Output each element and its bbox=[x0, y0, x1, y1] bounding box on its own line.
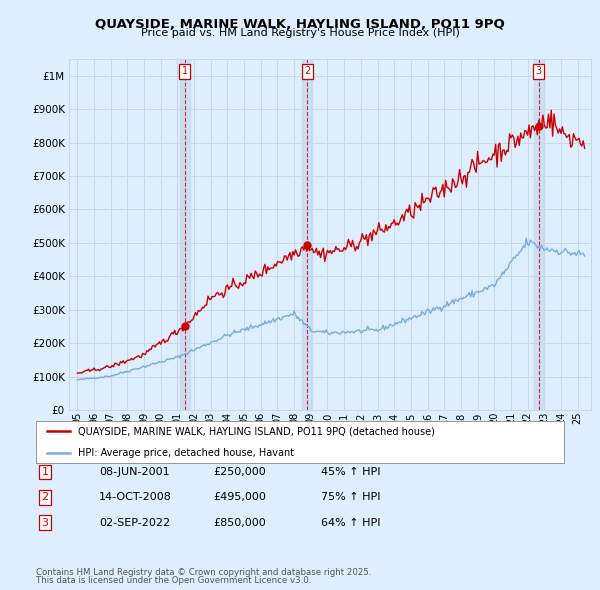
Text: HPI: Average price, detached house, Havant: HPI: Average price, detached house, Hava… bbox=[78, 448, 295, 457]
Bar bbox=[180, 59, 190, 410]
Text: 1: 1 bbox=[41, 467, 49, 477]
Text: 2: 2 bbox=[41, 493, 49, 502]
Text: 75% ↑ HPI: 75% ↑ HPI bbox=[321, 493, 380, 502]
Text: 02-SEP-2022: 02-SEP-2022 bbox=[99, 518, 170, 527]
Text: 14-OCT-2008: 14-OCT-2008 bbox=[99, 493, 172, 502]
Text: 64% ↑ HPI: 64% ↑ HPI bbox=[321, 518, 380, 527]
Text: Price paid vs. HM Land Registry's House Price Index (HPI): Price paid vs. HM Land Registry's House … bbox=[140, 28, 460, 38]
Text: QUAYSIDE, MARINE WALK, HAYLING ISLAND, PO11 9PQ (detached house): QUAYSIDE, MARINE WALK, HAYLING ISLAND, P… bbox=[78, 427, 435, 436]
Text: £850,000: £850,000 bbox=[213, 518, 266, 527]
Text: QUAYSIDE, MARINE WALK, HAYLING ISLAND, PO11 9PQ: QUAYSIDE, MARINE WALK, HAYLING ISLAND, P… bbox=[95, 18, 505, 31]
Bar bbox=[302, 59, 313, 410]
Text: 2: 2 bbox=[304, 66, 310, 76]
Text: 3: 3 bbox=[41, 518, 49, 527]
Text: 45% ↑ HPI: 45% ↑ HPI bbox=[321, 467, 380, 477]
Text: 3: 3 bbox=[536, 66, 542, 76]
Bar bbox=[534, 59, 544, 410]
Text: £495,000: £495,000 bbox=[213, 493, 266, 502]
Text: This data is licensed under the Open Government Licence v3.0.: This data is licensed under the Open Gov… bbox=[36, 576, 311, 585]
Text: 1: 1 bbox=[182, 66, 188, 76]
Text: 08-JUN-2001: 08-JUN-2001 bbox=[99, 467, 170, 477]
Text: Contains HM Land Registry data © Crown copyright and database right 2025.: Contains HM Land Registry data © Crown c… bbox=[36, 568, 371, 577]
Text: £250,000: £250,000 bbox=[213, 467, 266, 477]
